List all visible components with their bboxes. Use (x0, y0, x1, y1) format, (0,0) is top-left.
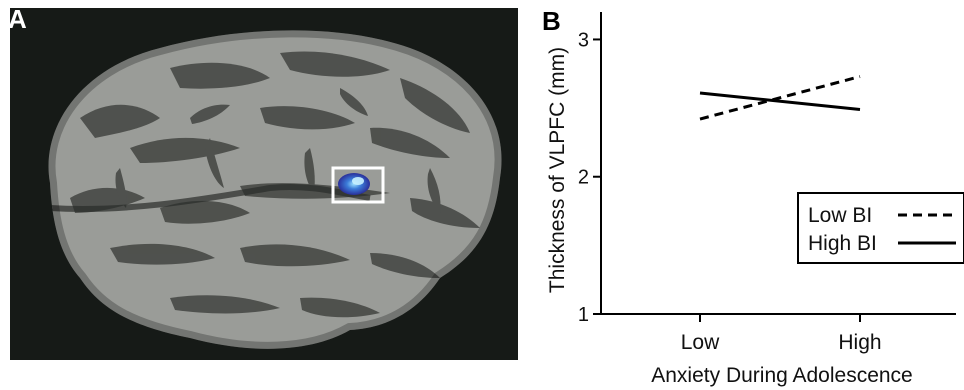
legend: Low BI High BI (797, 192, 964, 264)
series-line-high-bi (699, 91, 861, 111)
legend-label: High BI (808, 232, 877, 255)
brain-panel (10, 8, 518, 360)
x-tick-label: High (838, 331, 881, 354)
y-tick-label: 2 (578, 167, 589, 189)
line-chart-panel: 1 2 3 Low High Thickness of VLPFC (mm) Anxi… (530, 0, 964, 390)
cortex-surface (48, 30, 502, 349)
y-tick-label: 1 (578, 304, 589, 326)
line-chart: 1 2 3 Low High Thickness of VLPFC (mm) Anxi… (546, 12, 964, 387)
y-axis-label: Thickness of VLPFC (mm) (546, 47, 569, 293)
roi-highlight-box (331, 166, 385, 204)
activation-cluster (338, 173, 370, 195)
x-tick-label: Low (681, 331, 720, 354)
legend-label: Low BI (808, 204, 872, 227)
series-line-low-bi (699, 75, 861, 121)
panel-a-label: A (8, 4, 27, 34)
panel-b-label: B (542, 6, 561, 36)
brain-surface-image (10, 8, 518, 360)
y-tick-label: 3 (578, 29, 589, 51)
x-axis-label: Anxiety During Adolescence (651, 364, 913, 387)
